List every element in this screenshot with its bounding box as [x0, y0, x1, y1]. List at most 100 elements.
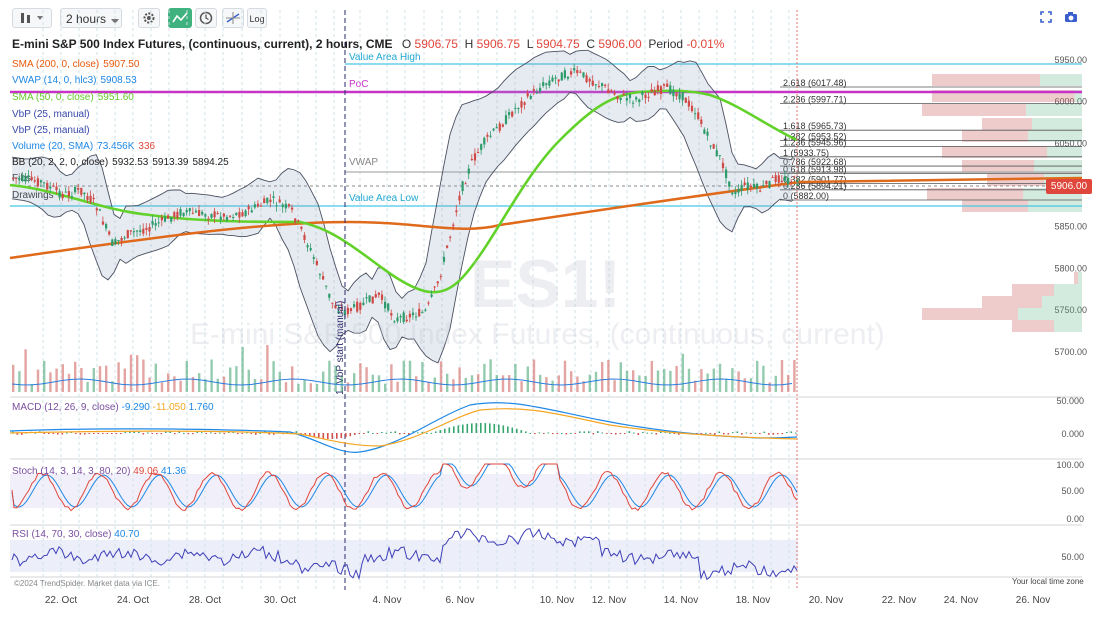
candle-body: [250, 210, 253, 213]
candle-body: [18, 177, 21, 180]
date-tick-label: 18. Nov: [736, 595, 770, 606]
volume-bar: [725, 378, 728, 392]
candle-body: [27, 175, 30, 177]
candle-body: [346, 307, 349, 315]
volume-bar: [650, 360, 653, 392]
candle-body: [204, 214, 207, 217]
candle-body: [613, 92, 616, 95]
candle-body: [616, 96, 619, 100]
volume-bar: [179, 380, 182, 392]
macd-histogram-bar: [660, 431, 662, 433]
settings-button[interactable]: [138, 8, 160, 28]
candle-body: [275, 205, 278, 207]
volume-bar: [501, 375, 505, 392]
macd-histogram-bar: [133, 431, 136, 433]
candle-body: [473, 153, 477, 161]
indicator-legend-row[interactable]: VbP (25, manual): [12, 125, 94, 136]
candle-body: [492, 128, 495, 131]
indicator-value: 73.456K: [97, 141, 135, 152]
volume-bar: [229, 367, 232, 392]
indicator-legend-row[interactable]: BB (20, 2, 2, 0, close) 5932.53 5913.39 589…: [12, 157, 233, 168]
stoch-value: 49.06: [133, 466, 161, 477]
candle-body: [260, 205, 263, 207]
volume-bar: [117, 362, 120, 392]
candle-body: [266, 197, 269, 204]
indicator-legend-row[interactable]: VWAP (14, 0, hlc3) 5908.53: [12, 75, 141, 86]
camera-icon[interactable]: [1064, 11, 1078, 23]
log-scale-button[interactable]: Log: [247, 8, 267, 28]
candle-body: [641, 91, 644, 96]
volume-bar: [706, 373, 709, 392]
candle-body: [644, 94, 647, 99]
candle-body: [570, 71, 573, 75]
macd-histogram-bar: [57, 433, 59, 435]
volume-bar: [607, 359, 610, 392]
macd-histogram-bar: [246, 432, 248, 434]
macd-histogram-bar: [462, 424, 464, 433]
volume-profile-bar: [962, 130, 1028, 142]
auto-trendlines-button[interactable]: [168, 8, 192, 28]
candle-body: [504, 115, 508, 125]
indicator-legend-row[interactable]: Volume (20, SMA) 73.456K 336: [12, 141, 159, 152]
macd-histogram-bar: [16, 433, 19, 435]
candle-body: [591, 80, 594, 86]
volume-bar: [222, 376, 226, 392]
macd-histogram-bar: [453, 426, 455, 433]
volume-bar: [756, 360, 759, 392]
macd-histogram-bar: [331, 433, 334, 439]
macd-histogram-bar: [376, 433, 379, 434]
indicator-value: 5907.50: [103, 59, 140, 70]
timezone-label[interactable]: Your local time zone: [1012, 577, 1084, 586]
candle-body: [70, 196, 74, 198]
volume-bar: [328, 360, 331, 392]
indicator-legend-row[interactable]: SMA (50, 0, close) 5951.60: [12, 92, 138, 103]
macd-axis-label: 50.000: [1056, 396, 1084, 406]
volume-bar: [557, 375, 560, 392]
chart-type-button[interactable]: [12, 8, 52, 28]
volume-bar: [489, 359, 492, 392]
macd-histogram-bar: [471, 423, 473, 433]
macd-histogram-bar: [313, 433, 316, 437]
volume-bar: [452, 379, 455, 392]
volume-bar: [718, 363, 722, 392]
fib-label: 1.236 (5945.96): [783, 138, 847, 148]
candle-body: [694, 113, 697, 115]
low-label: L: [526, 37, 533, 51]
candle-body: [49, 186, 52, 189]
macd-signal-line: [9, 408, 798, 447]
volume-bar: [309, 383, 312, 392]
fib-label: 1.382 (5953.52): [783, 131, 847, 141]
stoch-value: 41.36: [161, 466, 186, 477]
macd-histogram-bar: [768, 433, 770, 435]
macd-histogram-bar: [250, 433, 253, 434]
macd-histogram-bar: [385, 432, 388, 434]
replay-button[interactable]: [195, 8, 217, 28]
date-tick-label: 24. Oct: [117, 595, 149, 606]
candle-body: [554, 77, 557, 79]
fullscreen-icon[interactable]: [1040, 11, 1052, 23]
volume-bar: [644, 375, 647, 392]
candle-body: [340, 307, 343, 309]
macd-histogram-bar: [709, 433, 712, 434]
candle-body: [548, 80, 551, 86]
macd-histogram-bar: [759, 433, 761, 435]
indicator-legend-row[interactable]: SMA (200, 0, close) 5907.50: [12, 59, 143, 70]
candle-body: [449, 236, 452, 238]
macd-histogram-bar: [399, 433, 401, 435]
candle-body: [666, 83, 669, 87]
candle-body: [762, 185, 765, 187]
chevron-down-icon: [111, 19, 119, 24]
macd-histogram-bar: [304, 433, 307, 435]
candle-body: [622, 93, 625, 96]
candle-body: [300, 226, 303, 229]
macd-histogram-bar: [403, 433, 406, 434]
indicator-legend-row[interactable]: VbP (25, manual): [12, 109, 94, 120]
macd-histogram-bar: [723, 433, 725, 435]
volume-bar: [173, 376, 176, 392]
volume-profile-bar: [1078, 272, 1082, 284]
crosshair-button[interactable]: [222, 8, 244, 28]
volume-bar: [514, 363, 517, 392]
macd-histogram-bar: [754, 432, 757, 434]
interval-select[interactable]: 2 hours: [60, 8, 122, 28]
